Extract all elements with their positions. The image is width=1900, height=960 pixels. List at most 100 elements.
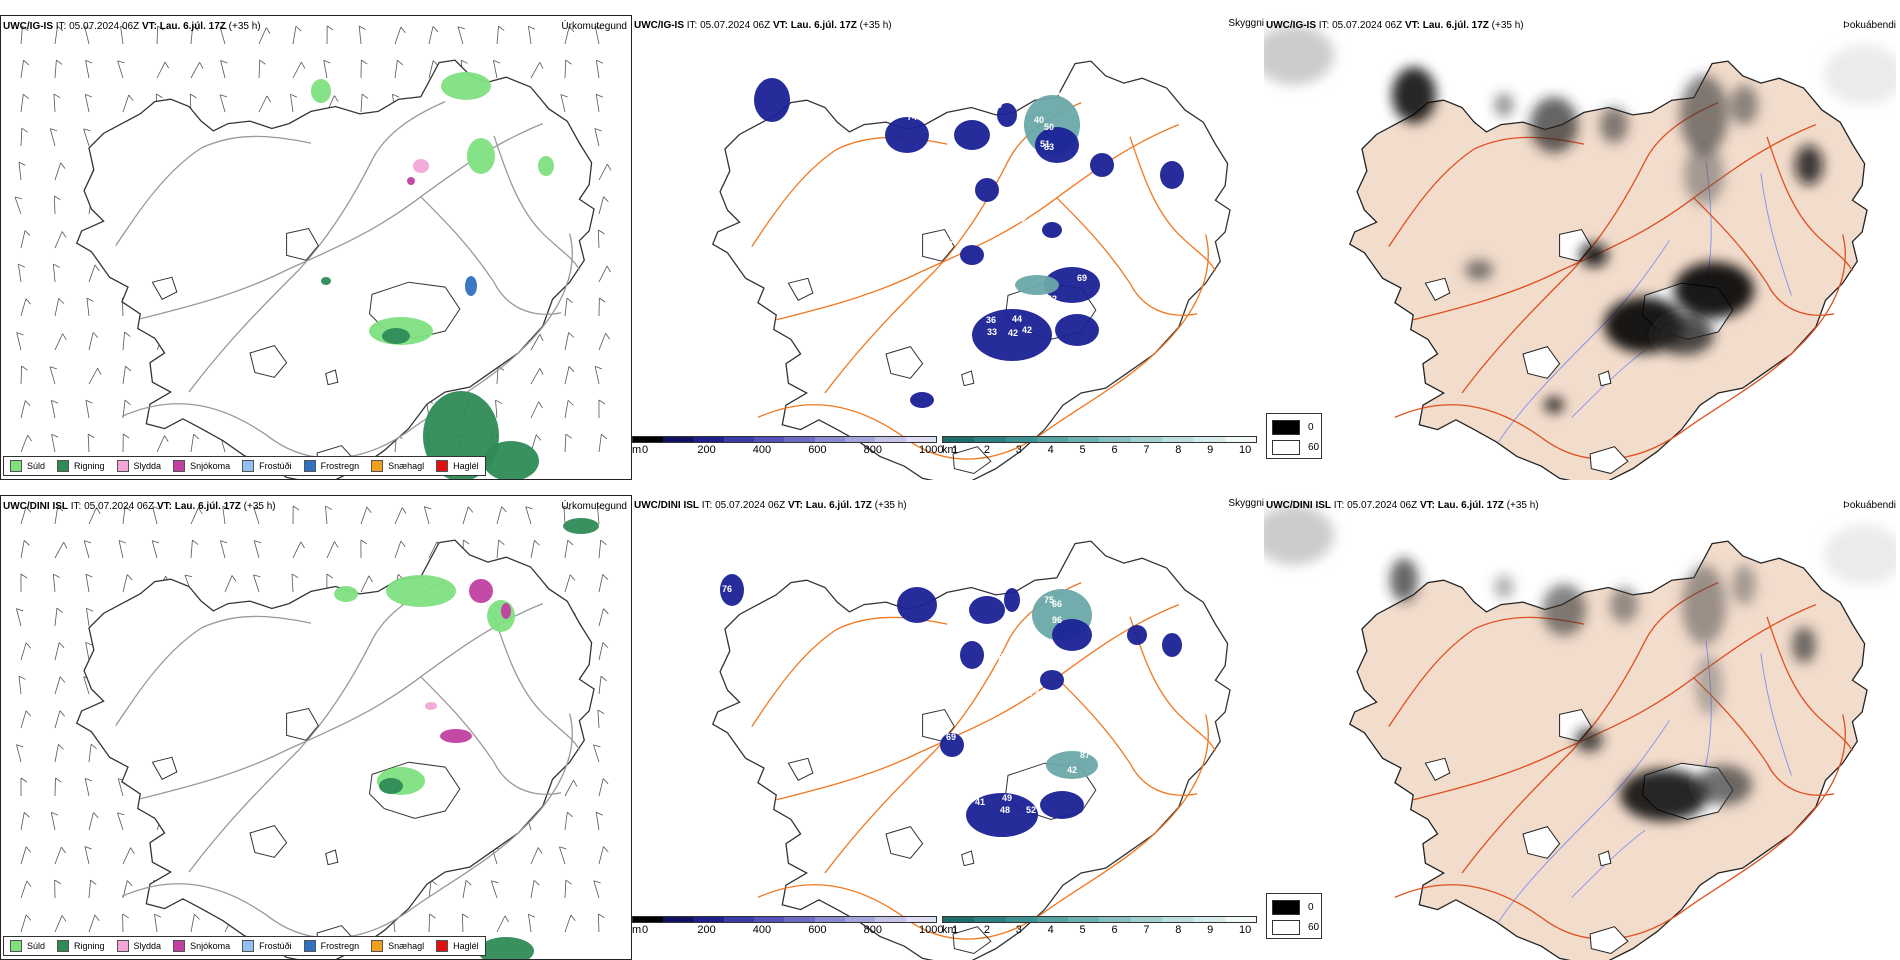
fog-legend-label: 60: [1308, 442, 1319, 453]
visibility-area: [754, 78, 790, 122]
colorbar-tick: 1: [952, 924, 958, 936]
visibility-area: [1160, 161, 1184, 189]
fog-area: [1575, 728, 1603, 752]
fog-legend-label: 0: [1308, 902, 1314, 913]
legend-label: Haglél: [453, 461, 479, 471]
legend-item: Rigning: [57, 460, 105, 472]
legend-item: Snjókoma: [173, 460, 230, 472]
legend-swatch: [117, 940, 129, 952]
legend-item: Frostúði: [242, 940, 292, 952]
colorbar-tick: 10: [1239, 444, 1251, 456]
precip-title-2: Úrkomutegund: [561, 501, 627, 512]
precip-area: [440, 729, 472, 743]
precip-area: [425, 702, 437, 710]
precip-area: [441, 72, 491, 100]
legend-item: Haglél: [436, 940, 479, 952]
colorbar-tick: 4: [1048, 444, 1054, 456]
fog-legend-2: 0 60: [1266, 893, 1322, 939]
visibility-label: 105: [932, 175, 947, 185]
fog-area: [1390, 558, 1418, 602]
legend-swatch: [117, 460, 129, 472]
colorbar-tick: 1: [952, 444, 958, 456]
fog-legend-swatch: [1272, 920, 1300, 935]
visibility-area: [1015, 275, 1059, 295]
fog-area: [1544, 397, 1564, 413]
colorbar-tick: 800: [864, 444, 882, 456]
precip-area: [501, 603, 511, 619]
legend-label: Snæhagl: [388, 461, 424, 471]
visibility-label: 61: [1047, 659, 1057, 669]
legend-item: Snæhagl: [371, 940, 424, 952]
visibility-label: 63: [927, 99, 937, 109]
visibility-label: 96: [1052, 615, 1062, 625]
legend-swatch: [371, 940, 383, 952]
fog-legend-row: 0: [1272, 900, 1314, 915]
fog-area: [1696, 765, 1752, 805]
fog-legend-row: 60: [1272, 920, 1319, 935]
visibility-label: 54: [1024, 594, 1034, 604]
visibility-label: 76: [722, 584, 732, 594]
colorbar-tick: 8: [1175, 444, 1181, 456]
colorbar-tick: 3: [1016, 924, 1022, 936]
iceland-coastline: [77, 60, 594, 480]
fog-area: [1392, 67, 1436, 123]
precip-area: [469, 579, 493, 603]
fog-area: [1795, 145, 1823, 185]
precip-title-1: Úrkomutegund: [561, 21, 627, 32]
fog-header-1: UWC/IG-IS IT: 05.07.2024 06Z VT: Lau. 6.…: [1266, 20, 1524, 31]
fog-legend-row: 0: [1272, 420, 1314, 435]
precip-area: [563, 518, 599, 534]
visibility-area: [969, 596, 1005, 624]
precip-area: [311, 79, 331, 103]
visibility-label: 65: [980, 169, 990, 179]
legend-swatch: [304, 940, 316, 952]
legend-item: Snjókoma: [173, 940, 230, 952]
fog-legend-1: 0 60: [1266, 413, 1322, 459]
precip-header-2: UWC/DINI ISL IT: 05.07.2024 06Z VT: Lau.…: [3, 501, 276, 512]
fog-area: [1610, 587, 1638, 623]
legend-swatch: [10, 940, 22, 952]
visibility-area: [885, 117, 929, 153]
colorbar-tick: 400: [753, 444, 771, 456]
legend-swatch: [436, 460, 448, 472]
legend-label: Frostúði: [259, 461, 292, 471]
fog-legend-row: 60: [1272, 440, 1319, 455]
colorbar-tick: 2: [984, 444, 990, 456]
precip-area: [538, 156, 554, 176]
visibility-area: [960, 245, 984, 265]
colorbar-tick: 9: [1207, 924, 1213, 936]
visibility-label: 42: [1022, 325, 1032, 335]
visibility-label: 69: [946, 732, 956, 742]
precip-area: [321, 277, 331, 285]
visibility-label: 66: [1118, 598, 1128, 608]
legend-item: Rigning: [57, 940, 105, 952]
visibility-label: 82: [1019, 232, 1029, 242]
colorbar-tick: 0: [642, 924, 648, 936]
colorbar-strip: [632, 436, 937, 443]
visibility-label: 68: [1080, 107, 1090, 117]
visibility-area: [910, 392, 934, 408]
legend-swatch: [371, 460, 383, 472]
colorbar-tick: 600: [808, 924, 826, 936]
visibility-label: 48: [1099, 602, 1109, 612]
legend-swatch: [10, 460, 22, 472]
legend-item: Frostregn: [304, 460, 360, 472]
legend-swatch: [436, 940, 448, 952]
precip-panel-1: UWC/IG-IS IT: 05.07.2024 06Z VT: Lau. 6.…: [0, 15, 632, 480]
fog-area: [1730, 85, 1758, 125]
visibility-label: 56: [809, 117, 819, 127]
colorbar-tick: 10: [1239, 924, 1251, 936]
fog-area: [1600, 107, 1628, 143]
visibility-label: 75: [1044, 595, 1054, 605]
visibility-label: 52: [1026, 805, 1036, 815]
colorbar-tick: 3: [1016, 444, 1022, 456]
visibility-label: 66: [972, 575, 982, 585]
fog-area: [1542, 584, 1586, 636]
legend-swatch: [57, 460, 69, 472]
